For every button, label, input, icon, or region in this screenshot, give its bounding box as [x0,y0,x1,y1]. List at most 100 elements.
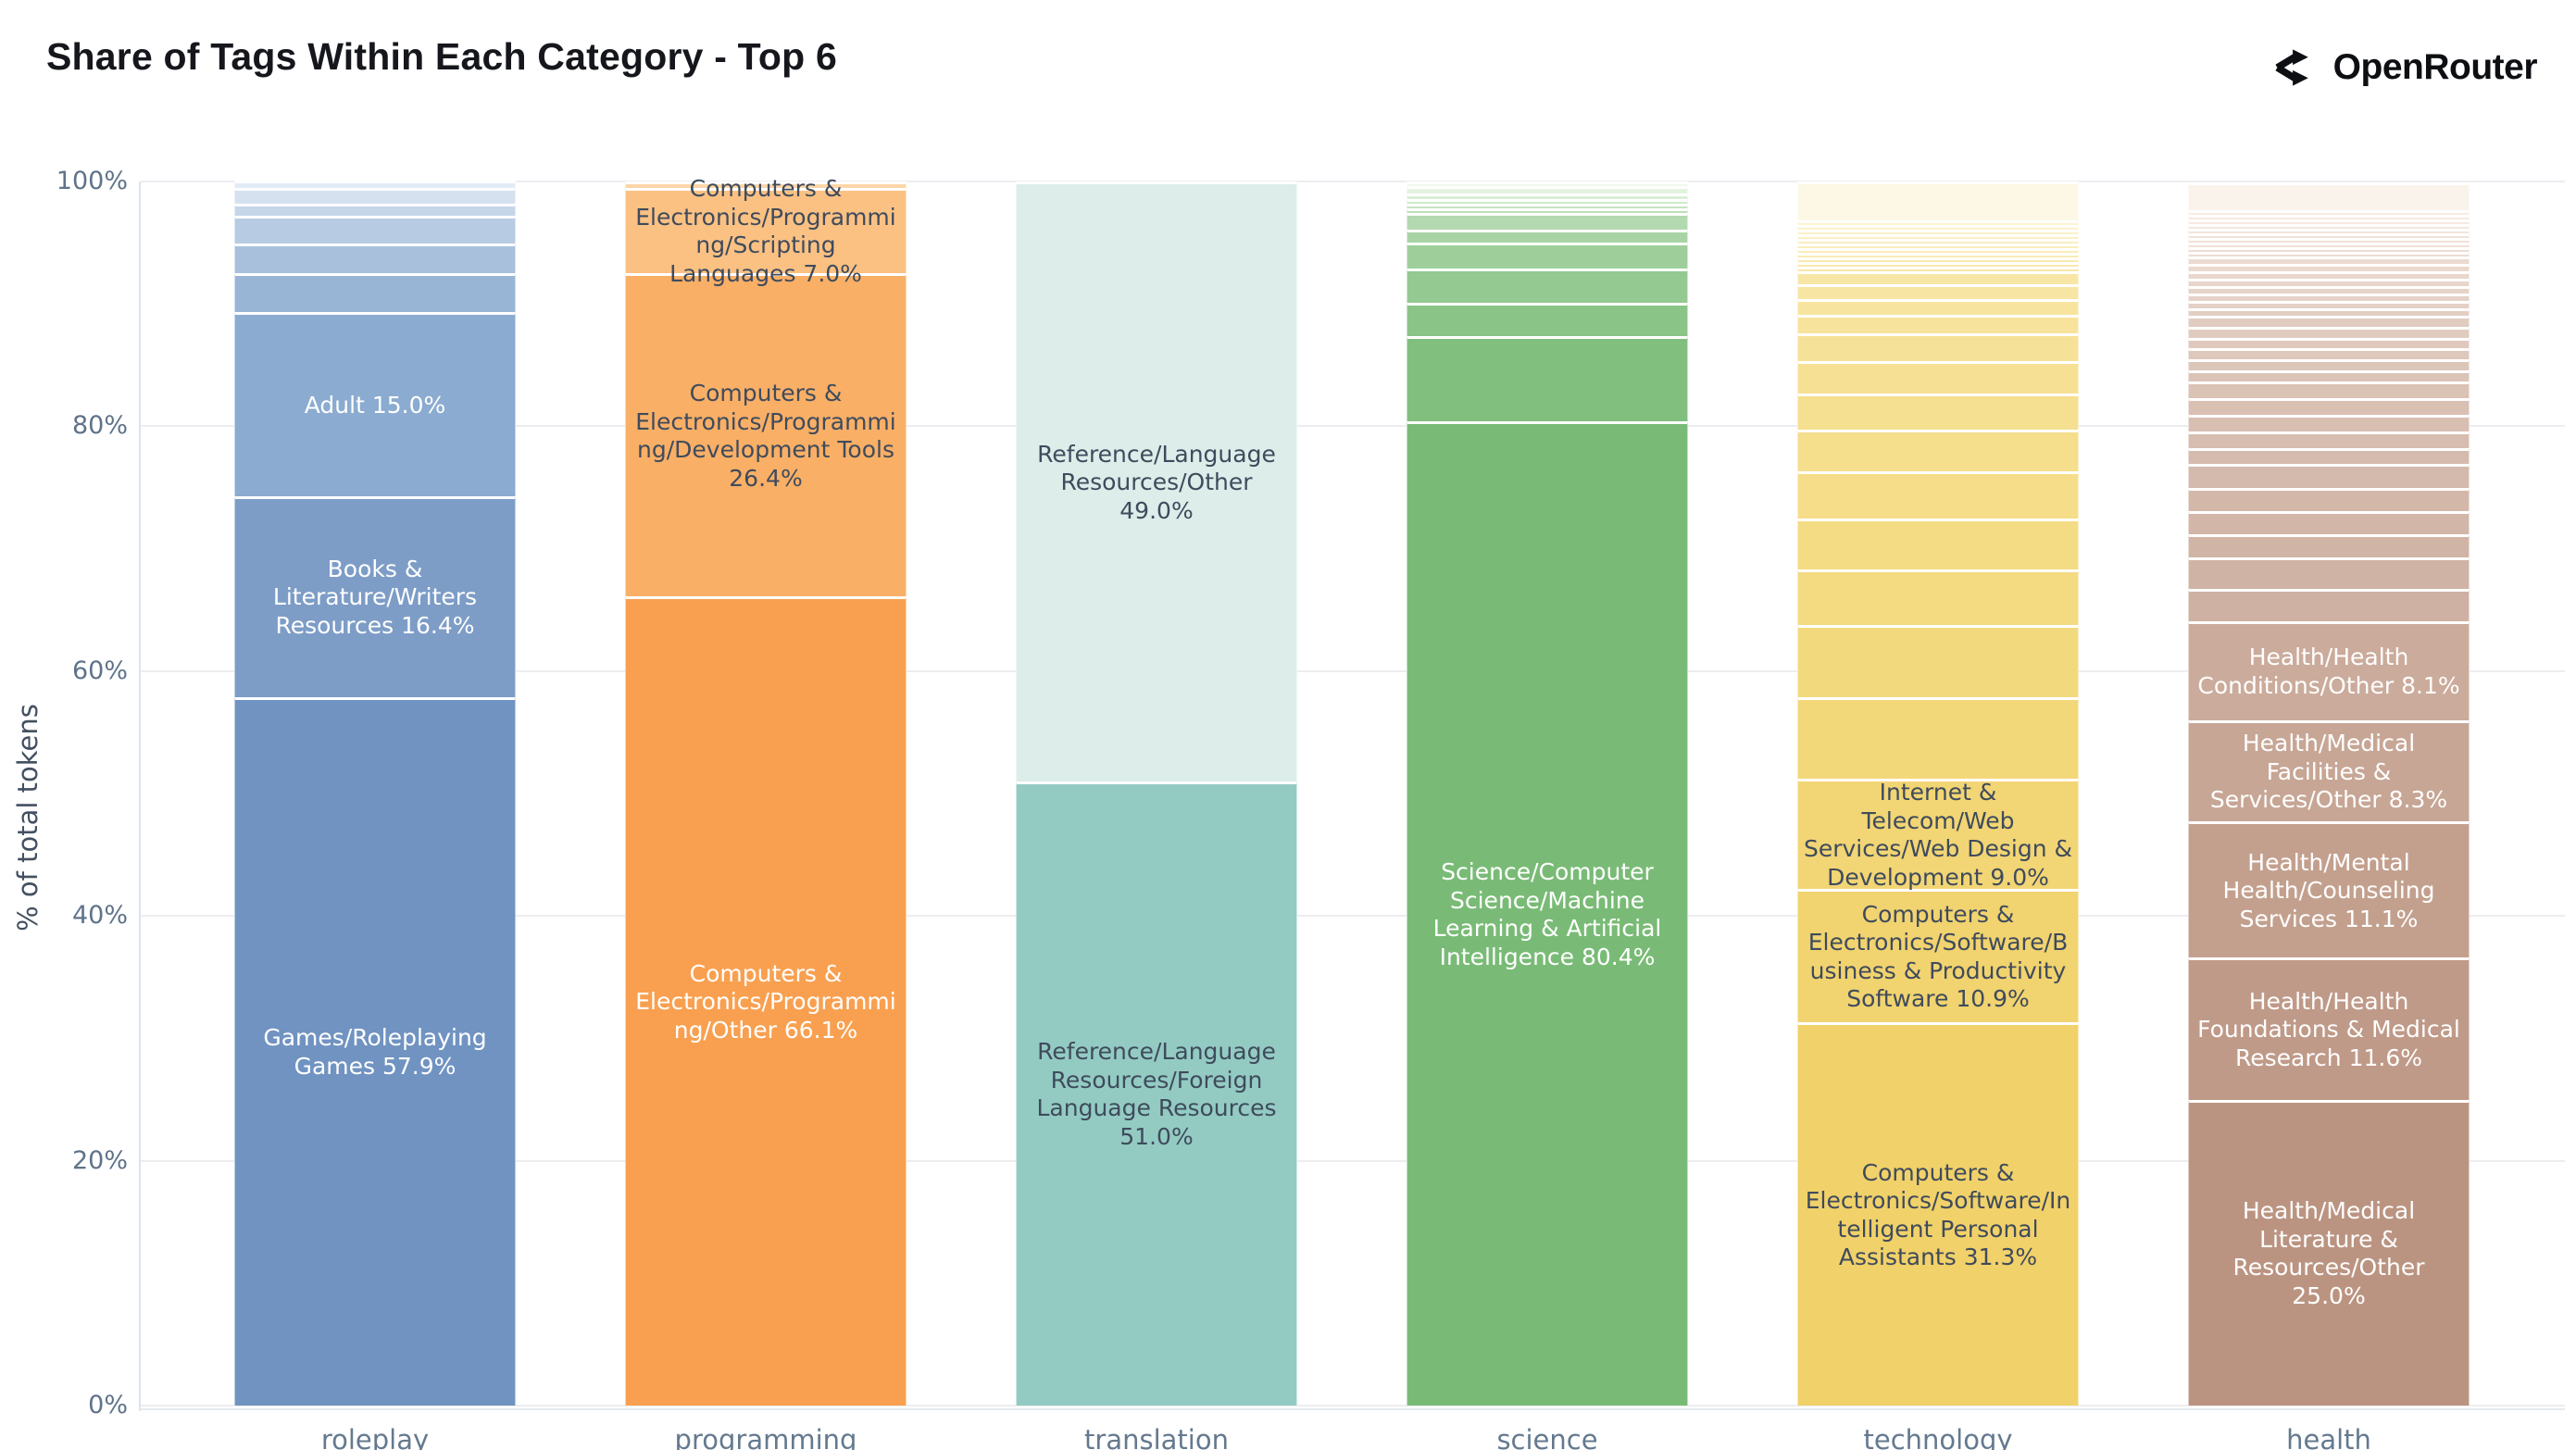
bar-segment[interactable] [234,244,516,274]
bar-segment[interactable] [2188,210,2470,216]
bar-segment[interactable] [1797,696,2079,780]
openrouter-brand-link[interactable]: OpenRouter [2272,41,2538,94]
bar-segment[interactable] [1797,393,2079,431]
bar-segment[interactable] [2188,337,2470,349]
bar-segment[interactable] [1797,518,2079,570]
bar-segment[interactable] [1407,213,1688,230]
bar-segment[interactable] [2188,487,2470,511]
bar-segment[interactable] [1797,361,2079,394]
bar-segment[interactable] [234,181,516,188]
bar-segment[interactable] [2188,243,2470,248]
bar-segment[interactable] [1797,315,2079,333]
bar-segment[interactable] [1407,302,1688,336]
bar-segment[interactable] [1797,244,2079,249]
bar-segment[interactable] [2188,398,2470,415]
bar-segment[interactable] [234,273,516,313]
bar-segment[interactable] [2188,252,2470,257]
bar-segment[interactable]: Health/Health Conditions/Other 8.1% [2188,620,2470,720]
bar-segment[interactable]: Health/Medical Facilities & Services/Oth… [2188,719,2470,822]
bar-segment[interactable] [1407,181,1688,187]
bar-segment[interactable] [2188,533,2470,557]
bar-segment[interactable] [1407,268,1688,303]
bar-segment[interactable] [1797,239,2079,244]
bar-health[interactable]: Health/Medical Literature & Resources/Ot… [2188,181,2470,1406]
bar-segment[interactable] [1797,430,2079,472]
bar-segment[interactable] [2188,431,2470,448]
bar-segment[interactable] [2188,556,2470,590]
bar-segment[interactable] [1797,219,2079,225]
bar-segment[interactable] [2188,279,2470,287]
bar-segment[interactable] [2188,307,2470,316]
bar-segment[interactable] [1797,234,2079,240]
bar-segment[interactable] [2188,247,2470,253]
bar-segment[interactable]: Health/Health Foundations & Medical Rese… [2188,957,2470,1100]
bar-segment[interactable] [1797,257,2079,263]
bar-segment[interactable] [1797,224,2079,230]
bar-segment[interactable] [2188,359,2470,371]
bar-segment[interactable] [1407,335,1688,422]
bar-segment[interactable] [234,216,516,244]
bar-segment[interactable]: Computers & Electronics/Programming/Othe… [625,596,907,1406]
bar-segment[interactable] [2188,326,2470,338]
bar-segment[interactable] [2188,238,2470,244]
bar-segment[interactable]: Internet & Telecom/Web Services/Web Desi… [1797,779,2079,891]
bar-segment[interactable] [1407,243,1688,269]
bar-segment[interactable]: Health/Mental Health/Counseling Services… [2188,821,2470,958]
bar-segment[interactable] [1407,198,1688,204]
bar-segment[interactable] [2188,464,2470,488]
bar-segment[interactable] [1797,229,2079,234]
bar-segment[interactable]: Computers & Electronics/Programming/Deve… [625,273,907,597]
bar-segment[interactable] [2188,215,2470,220]
bar-segment[interactable] [1797,271,2079,285]
bar-segment[interactable]: Health/Medical Literature & Resources/Ot… [2188,1099,2470,1406]
bar-segment[interactable] [1797,569,2079,625]
bar-segment[interactable] [2188,264,2470,272]
bar-segment[interactable] [625,181,907,188]
bar-segment[interactable] [2188,229,2470,234]
bar-segment[interactable] [2188,271,2470,280]
bar-segment[interactable] [1797,253,2079,258]
bar-segment[interactable]: Reference/Language Resources/Foreign Lan… [1016,781,1297,1406]
bar-segment[interactable] [2188,224,2470,230]
bar-segment[interactable] [1797,181,2079,220]
bar-roleplay[interactable]: Games/Roleplaying Games 57.9% Books & Lit… [234,181,516,1406]
bar-segment[interactable]: Books & Literature/Writers Resources 16.… [234,495,516,697]
bar-segment[interactable] [2188,233,2470,239]
bar-segment[interactable]: Adult 15.0% [234,312,516,496]
bar-segment[interactable] [1407,194,1688,199]
bar-segment[interactable] [1797,471,2079,519]
bar-segment[interactable] [2188,370,2470,382]
bar-segment[interactable] [1797,624,2079,697]
bar-segment[interactable] [1407,229,1688,244]
bar-segment[interactable] [234,203,516,217]
bar-segment[interactable] [2188,315,2470,327]
bar-segment[interactable] [2188,219,2470,225]
bar-translation[interactable]: Reference/Language Resources/Foreign Lan… [1016,181,1297,1406]
bar-segment[interactable] [1797,248,2079,254]
bar-segment[interactable]: Computers & Electronics/Software/Busines… [1797,889,2079,1023]
bar-technology[interactable]: Computers & Electronics/Software/Intelli… [1797,181,2079,1406]
bar-segment[interactable] [2188,381,2470,398]
bar-segment[interactable] [1797,262,2079,268]
bar-segment[interactable] [2188,589,2470,621]
bar-segment[interactable] [1797,284,2079,299]
bar-segment[interactable] [2188,447,2470,465]
bar-segment[interactable] [2188,293,2470,301]
bar-segment[interactable] [1797,332,2079,362]
bar-segment[interactable] [1407,203,1688,209]
bar-segment[interactable] [1797,298,2079,316]
bar-segment[interactable] [2188,348,2470,360]
bar-segment[interactable]: Games/Roleplaying Games 57.9% [234,696,516,1406]
bar-segment[interactable] [2188,181,2470,211]
bar-segment[interactable] [2188,256,2470,265]
bar-segment[interactable] [1407,186,1688,194]
bar-science[interactable]: Science/Computer Science/Machine Learnin… [1407,181,1688,1406]
bar-segment[interactable] [1797,267,2079,272]
bar-programming[interactable]: Computers & Electronics/Programming/Othe… [625,175,907,1406]
bar-segment[interactable] [2188,510,2470,534]
bar-segment[interactable]: Science/Computer Science/Machine Learnin… [1407,421,1688,1406]
bar-segment[interactable] [2188,300,2470,308]
bar-segment[interactable] [2188,286,2470,294]
bar-segment[interactable] [234,187,516,204]
bar-segment[interactable]: Reference/Language Resources/Other 49.0% [1016,181,1297,781]
